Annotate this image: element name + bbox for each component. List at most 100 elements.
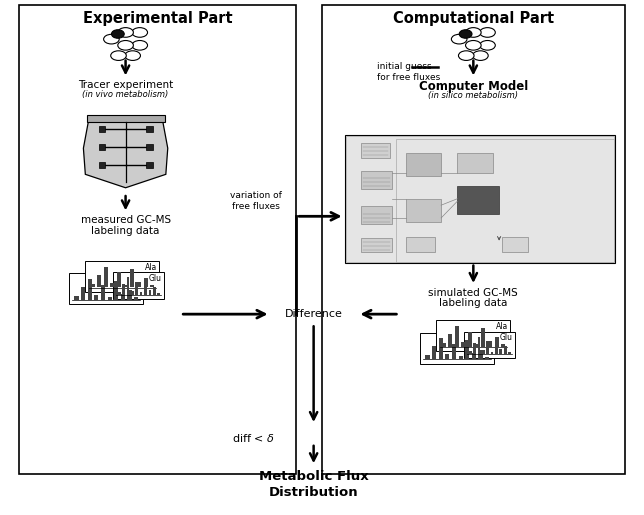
- Text: Experimental Part: Experimental Part: [83, 10, 232, 26]
- Text: simulated GC-MS: simulated GC-MS: [428, 288, 518, 298]
- Ellipse shape: [459, 51, 474, 60]
- Bar: [448, 334, 452, 347]
- Bar: [99, 126, 105, 132]
- Bar: [481, 328, 486, 347]
- Bar: [486, 341, 489, 354]
- Bar: [361, 144, 390, 158]
- Bar: [85, 261, 159, 292]
- Bar: [495, 338, 498, 354]
- Bar: [452, 344, 456, 359]
- Bar: [124, 285, 128, 287]
- Bar: [459, 356, 462, 359]
- Text: Ala: Ala: [495, 322, 507, 331]
- Bar: [146, 144, 153, 150]
- Bar: [88, 279, 92, 300]
- Bar: [70, 273, 143, 304]
- Text: Computer Model: Computer Model: [419, 80, 528, 93]
- Ellipse shape: [132, 28, 147, 37]
- Bar: [445, 354, 450, 359]
- Bar: [101, 285, 105, 300]
- Polygon shape: [83, 121, 167, 188]
- Bar: [420, 333, 495, 364]
- Bar: [432, 346, 436, 359]
- Ellipse shape: [118, 41, 133, 50]
- Bar: [475, 344, 478, 347]
- Bar: [322, 5, 625, 474]
- Bar: [425, 355, 430, 359]
- Bar: [495, 337, 498, 347]
- Bar: [131, 291, 134, 295]
- Bar: [153, 287, 156, 295]
- Bar: [482, 350, 485, 354]
- Bar: [128, 290, 131, 300]
- Bar: [144, 278, 147, 287]
- Ellipse shape: [480, 28, 495, 37]
- Bar: [108, 297, 111, 300]
- Bar: [345, 135, 615, 263]
- Bar: [406, 199, 441, 222]
- Bar: [121, 294, 125, 300]
- Bar: [502, 237, 528, 252]
- Bar: [485, 356, 489, 359]
- Bar: [468, 332, 472, 347]
- Bar: [19, 5, 296, 474]
- Bar: [81, 287, 85, 300]
- Bar: [114, 281, 118, 300]
- Bar: [122, 284, 125, 295]
- Bar: [117, 272, 121, 287]
- Bar: [478, 337, 480, 354]
- Bar: [118, 291, 120, 295]
- Bar: [110, 283, 115, 287]
- Bar: [99, 162, 105, 168]
- Ellipse shape: [466, 41, 481, 50]
- Ellipse shape: [125, 51, 140, 60]
- Bar: [478, 350, 482, 359]
- Bar: [439, 338, 443, 359]
- Text: variation of
free fluxes: variation of free fluxes: [231, 191, 282, 211]
- Bar: [99, 144, 105, 150]
- Text: diff < $\delta$: diff < $\delta$: [232, 432, 274, 444]
- Bar: [361, 207, 392, 225]
- Bar: [97, 274, 101, 287]
- Ellipse shape: [459, 30, 472, 38]
- Text: labeling data: labeling data: [91, 226, 160, 235]
- Text: (in vivo metabolism): (in vivo metabolism): [82, 90, 169, 98]
- Ellipse shape: [466, 28, 481, 37]
- Bar: [504, 346, 507, 354]
- Text: labeling data: labeling data: [439, 298, 507, 308]
- Bar: [113, 272, 164, 299]
- Ellipse shape: [104, 35, 119, 44]
- Bar: [488, 341, 492, 347]
- Bar: [135, 282, 138, 295]
- Bar: [437, 320, 510, 351]
- Ellipse shape: [132, 41, 147, 50]
- Bar: [150, 285, 155, 287]
- Bar: [140, 293, 142, 295]
- Text: Metabolic Flux
Distribution: Metabolic Flux Distribution: [259, 470, 368, 499]
- Bar: [94, 295, 99, 300]
- Bar: [441, 343, 446, 347]
- Bar: [457, 186, 499, 214]
- Ellipse shape: [118, 28, 133, 37]
- Text: Difference: Difference: [285, 309, 343, 319]
- Bar: [157, 293, 160, 295]
- Bar: [346, 136, 614, 262]
- Ellipse shape: [480, 41, 495, 50]
- Bar: [361, 238, 392, 252]
- Bar: [137, 282, 141, 287]
- Bar: [146, 162, 153, 168]
- Ellipse shape: [473, 51, 488, 60]
- Bar: [75, 296, 79, 300]
- Bar: [396, 139, 614, 262]
- Bar: [149, 290, 151, 295]
- Bar: [146, 126, 153, 132]
- Bar: [361, 170, 392, 188]
- Text: Ala: Ala: [144, 263, 156, 271]
- Bar: [406, 152, 441, 176]
- Text: Glu: Glu: [149, 274, 162, 283]
- Ellipse shape: [111, 51, 126, 60]
- Bar: [130, 269, 135, 287]
- Text: Computational Part: Computational Part: [393, 10, 554, 26]
- Bar: [500, 349, 502, 354]
- Bar: [501, 344, 506, 347]
